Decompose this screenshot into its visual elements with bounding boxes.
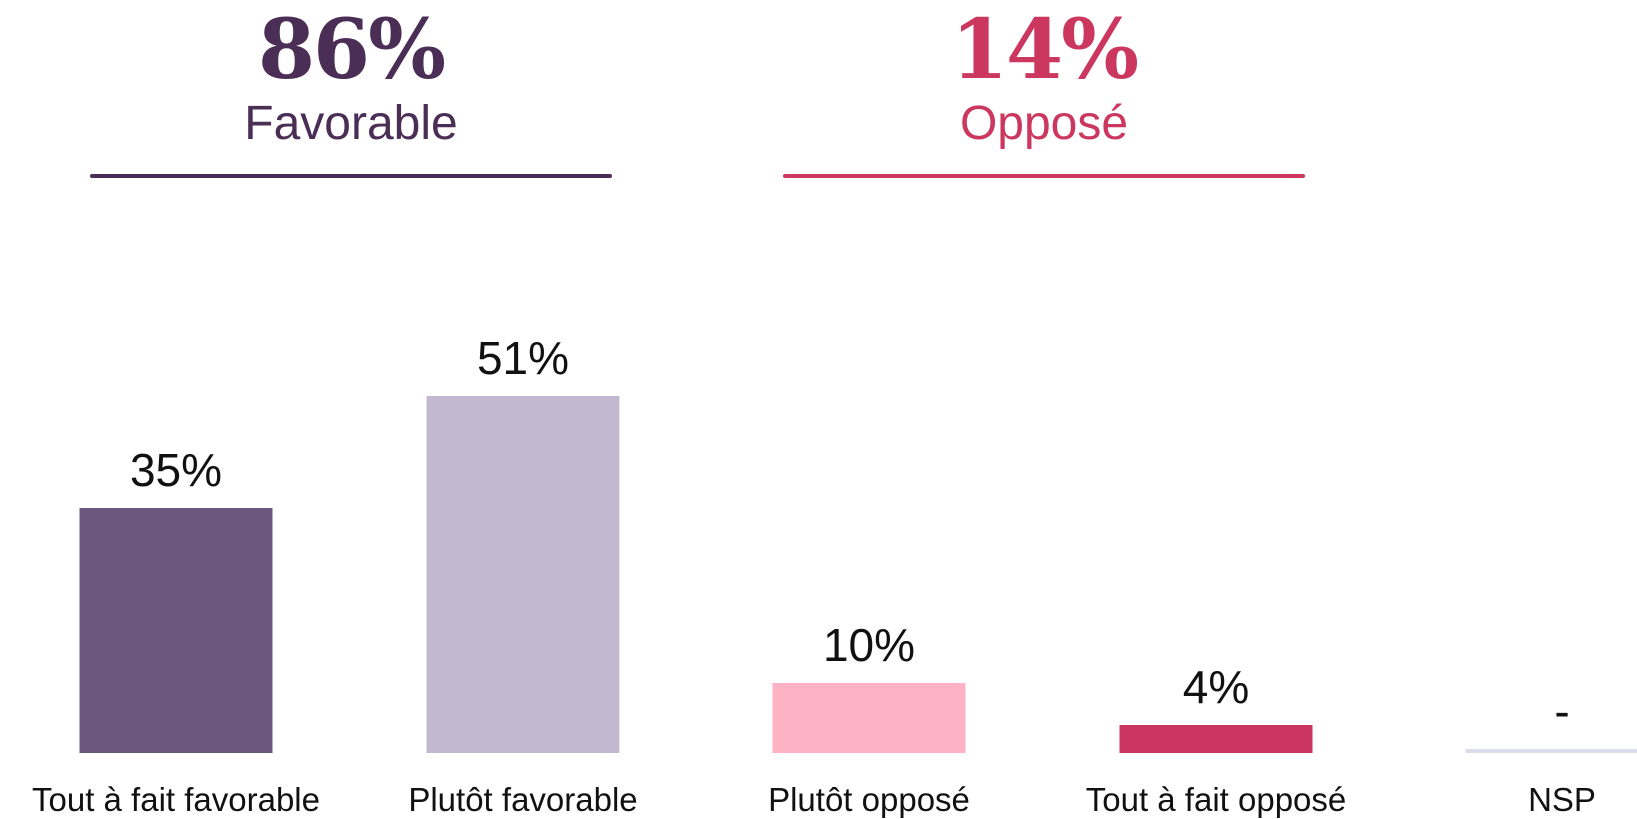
bar-4 xyxy=(1465,749,1637,753)
bar-3 xyxy=(1119,725,1313,753)
category-label-4: NSP xyxy=(1528,781,1596,818)
bar-0 xyxy=(79,508,273,753)
favorable-underline xyxy=(90,174,612,178)
oppose-underline xyxy=(783,174,1305,178)
value-label-1: 51% xyxy=(477,332,569,384)
bar-2 xyxy=(772,683,966,753)
category-label-3: Tout à fait opposé xyxy=(1086,781,1347,818)
bar-1 xyxy=(426,396,620,753)
value-label-0: 35% xyxy=(130,444,222,496)
value-label-3: 4% xyxy=(1183,661,1249,713)
category-label-2: Plutôt opposé xyxy=(768,781,970,818)
value-label-4: - xyxy=(1554,685,1569,737)
favorable-label: Favorable xyxy=(244,97,458,150)
category-label-1: Plutôt favorable xyxy=(408,781,637,818)
category-label-0: Tout à fait favorable xyxy=(32,781,320,818)
oppose-total: 14% xyxy=(950,2,1139,98)
favorable-total: 86% xyxy=(257,2,446,98)
oppose-summary: 14% Opposé xyxy=(783,0,1305,178)
oppose-label: Opposé xyxy=(959,97,1129,150)
value-label-2: 10% xyxy=(823,619,915,671)
favorable-summary: 86% Favorable xyxy=(90,0,612,178)
